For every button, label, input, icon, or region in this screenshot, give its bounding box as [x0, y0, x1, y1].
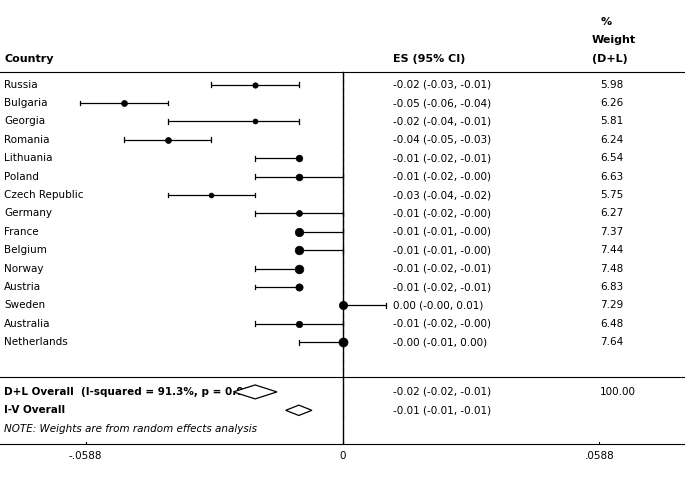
- Text: 100.00: 100.00: [600, 387, 636, 397]
- Text: -0.01 (-0.02, -0.01): -0.01 (-0.02, -0.01): [393, 282, 491, 292]
- Text: 7.29: 7.29: [600, 300, 623, 310]
- Text: 7.48: 7.48: [600, 264, 623, 274]
- Text: Lithuania: Lithuania: [4, 153, 53, 163]
- Text: -0.00 (-0.01, 0.00): -0.00 (-0.01, 0.00): [393, 337, 487, 347]
- Text: Belgium: Belgium: [4, 245, 47, 255]
- Text: Weight: Weight: [592, 35, 636, 45]
- Polygon shape: [234, 385, 277, 399]
- Text: NOTE: Weights are from random effects analysis: NOTE: Weights are from random effects an…: [4, 424, 258, 434]
- Text: Norway: Norway: [4, 264, 44, 274]
- Text: 5.98: 5.98: [600, 80, 623, 90]
- Text: (D+L): (D+L): [592, 54, 627, 64]
- Text: 6.48: 6.48: [600, 319, 623, 329]
- Text: Australia: Australia: [4, 319, 51, 329]
- Text: 5.81: 5.81: [600, 116, 623, 127]
- Text: 6.63: 6.63: [600, 172, 623, 181]
- Text: -0.01 (-0.02, -0.00): -0.01 (-0.02, -0.00): [393, 319, 490, 329]
- Text: .0588: .0588: [584, 451, 614, 461]
- Text: -0.01 (-0.01, -0.00): -0.01 (-0.01, -0.00): [393, 245, 490, 255]
- Text: Austria: Austria: [4, 282, 42, 292]
- Text: -0.01 (-0.02, -0.01): -0.01 (-0.02, -0.01): [393, 153, 491, 163]
- Text: -0.01 (-0.01, -0.00): -0.01 (-0.01, -0.00): [393, 227, 490, 237]
- Text: -0.02 (-0.02, -0.01): -0.02 (-0.02, -0.01): [393, 387, 491, 397]
- Text: %: %: [600, 17, 612, 27]
- Text: -.0588: -.0588: [69, 451, 102, 461]
- Text: 5.75: 5.75: [600, 190, 623, 200]
- Text: I-V Overall: I-V Overall: [4, 405, 66, 415]
- Text: D+L Overall  (I-squared = 91.3%, p = 0.000): D+L Overall (I-squared = 91.3%, p = 0.00…: [4, 387, 263, 397]
- Text: Sweden: Sweden: [4, 300, 45, 310]
- Text: France: France: [4, 227, 39, 237]
- Text: Bulgaria: Bulgaria: [4, 98, 48, 108]
- Text: -0.03 (-0.04, -0.02): -0.03 (-0.04, -0.02): [393, 190, 491, 200]
- Text: Germany: Germany: [4, 209, 52, 218]
- Text: -0.02 (-0.03, -0.01): -0.02 (-0.03, -0.01): [393, 80, 491, 90]
- Text: 7.44: 7.44: [600, 245, 623, 255]
- Text: 6.54: 6.54: [600, 153, 623, 163]
- Text: Romania: Romania: [4, 135, 50, 145]
- Text: Czech Republic: Czech Republic: [4, 190, 84, 200]
- Text: 0: 0: [339, 451, 346, 461]
- Text: 6.83: 6.83: [600, 282, 623, 292]
- Text: -0.01 (-0.02, -0.00): -0.01 (-0.02, -0.00): [393, 209, 490, 218]
- Text: Georgia: Georgia: [4, 116, 45, 127]
- Text: -0.01 (-0.02, -0.01): -0.01 (-0.02, -0.01): [393, 264, 491, 274]
- Text: Poland: Poland: [4, 172, 39, 181]
- Text: -0.01 (-0.01, -0.01): -0.01 (-0.01, -0.01): [393, 405, 491, 415]
- Text: Country: Country: [4, 54, 54, 64]
- Text: ES (95% CI): ES (95% CI): [393, 54, 465, 64]
- Text: 6.24: 6.24: [600, 135, 623, 145]
- Text: 0.00 (-0.00, 0.01): 0.00 (-0.00, 0.01): [393, 300, 483, 310]
- Text: -0.02 (-0.04, -0.01): -0.02 (-0.04, -0.01): [393, 116, 491, 127]
- Text: Russia: Russia: [4, 80, 38, 90]
- Text: 6.26: 6.26: [600, 98, 623, 108]
- Text: 6.27: 6.27: [600, 209, 623, 218]
- Text: 7.64: 7.64: [600, 337, 623, 347]
- Text: -0.01 (-0.02, -0.00): -0.01 (-0.02, -0.00): [393, 172, 490, 181]
- Text: 7.37: 7.37: [600, 227, 623, 237]
- Text: -0.04 (-0.05, -0.03): -0.04 (-0.05, -0.03): [393, 135, 491, 145]
- Polygon shape: [286, 405, 312, 415]
- Text: Netherlands: Netherlands: [4, 337, 68, 347]
- Text: -0.05 (-0.06, -0.04): -0.05 (-0.06, -0.04): [393, 98, 491, 108]
